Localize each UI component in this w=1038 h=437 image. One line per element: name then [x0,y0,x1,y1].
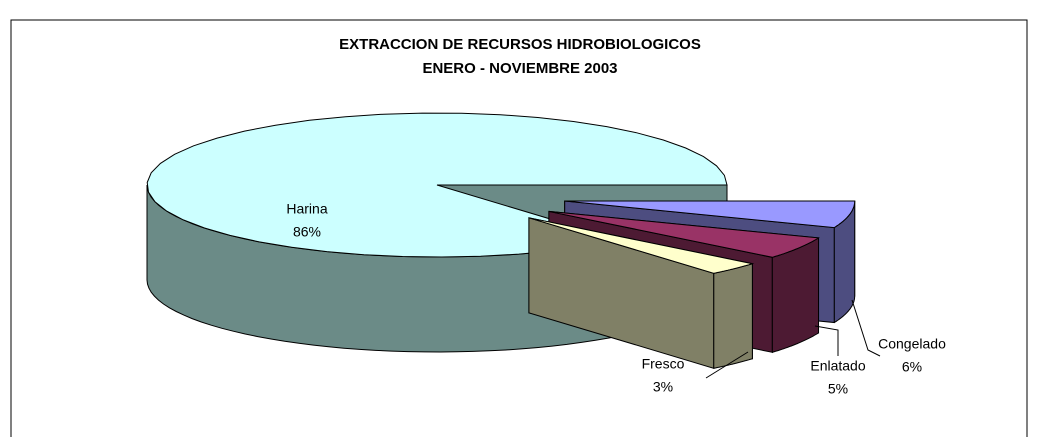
slice-value-label: 6% [902,359,922,375]
slice-value-label: 5% [828,381,848,397]
slice-top [146,112,728,258]
slice-value-label: 3% [653,379,673,395]
slice-value-label: 86% [293,224,321,240]
slice-label: Harina [286,201,327,217]
chart-title: EXTRACCION DE RECURSOS HIDROBIOLOGICOS [339,36,701,53]
slice-top [528,217,755,274]
chart-subtitle: ENERO - NOVIEMBRE 2003 [422,60,617,77]
slice-top [548,210,820,258]
slice-label: Enlatado [810,358,865,374]
pie-slice [528,217,755,369]
leader-line [851,299,881,357]
leader-lines [705,299,881,379]
slice-label: Fresco [642,356,685,372]
slice-top [564,200,856,229]
leader-line [705,351,749,379]
slice-label: Congelado [878,336,946,352]
leader-line [814,325,839,356]
